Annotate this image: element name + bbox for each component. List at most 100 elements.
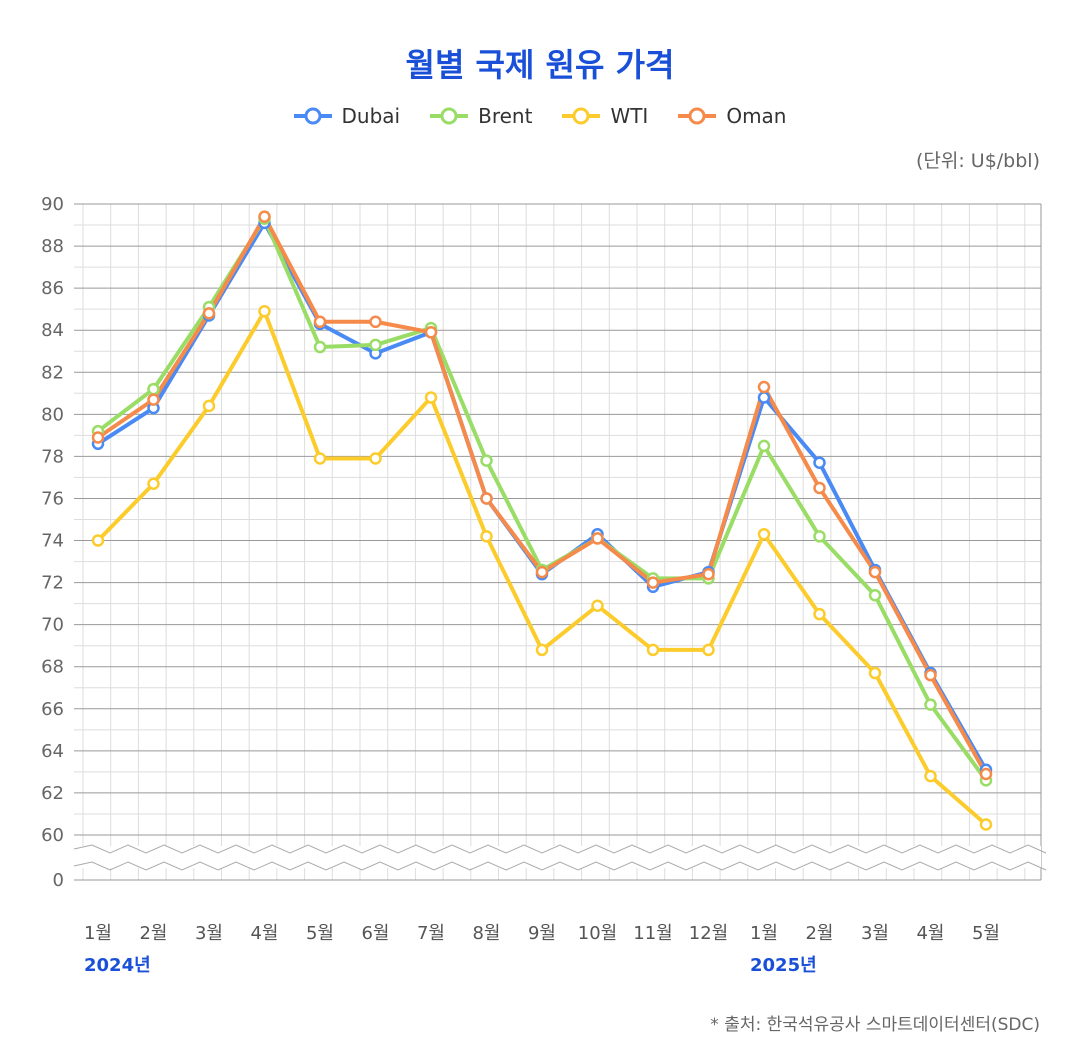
y-tick-label: 86	[41, 278, 64, 299]
legend-item-brent[interactable]: Brent	[430, 104, 532, 128]
legend-marker-brent	[430, 107, 469, 125]
legend-label-wti: WTI	[610, 104, 649, 128]
x-tick-label: 2월	[805, 923, 833, 944]
data-point-brent	[813, 530, 826, 543]
x-tick-label: 1월	[750, 923, 778, 944]
data-point-oman	[369, 315, 382, 329]
x-tick-label: 3월	[195, 923, 223, 944]
data-point-wti	[535, 643, 549, 657]
data-point-oman	[535, 565, 549, 579]
data-point-wti	[757, 527, 771, 541]
y-tick-label: 68	[41, 657, 64, 678]
y-tick-label: 80	[41, 404, 64, 425]
x-tick-label: 5월	[972, 923, 1000, 944]
year-label: 2024년	[84, 955, 151, 976]
data-point-brent	[924, 698, 937, 711]
data-point-brent	[480, 454, 493, 467]
axis-break-line	[73, 861, 1047, 871]
data-point-oman	[202, 307, 216, 320]
y-tick-label: 72	[41, 573, 64, 594]
data-point-wti	[868, 666, 882, 680]
legend-marker-dubai	[293, 107, 332, 125]
data-point-wti	[979, 818, 993, 831]
legend-item-wti[interactable]: WTI	[562, 104, 648, 128]
y-tick-label: 70	[41, 615, 64, 636]
data-point-oman	[813, 481, 826, 495]
chart-series	[91, 210, 993, 831]
data-point-wti	[258, 305, 271, 318]
x-tick-label: 8월	[472, 923, 500, 944]
x-tick-label: 6월	[361, 923, 389, 944]
data-point-oman	[924, 668, 937, 682]
x-tick-label: 12월	[689, 923, 728, 944]
data-point-wti	[424, 391, 438, 404]
data-point-oman	[646, 576, 660, 589]
source-note: * 출처: 한국석유공사 스마트데이터센터(SDC)	[710, 1015, 1040, 1035]
series-line-brent	[96, 216, 988, 783]
y-tick-label: 66	[41, 699, 64, 720]
data-point-oman	[91, 431, 105, 444]
data-point-wti	[646, 643, 660, 657]
data-point-brent	[147, 382, 160, 396]
y-tick-label: 76	[41, 488, 64, 509]
axis-break	[73, 844, 1047, 871]
data-point-oman	[424, 326, 438, 339]
x-tick-label: 4월	[916, 923, 944, 944]
data-point-wti	[369, 452, 382, 465]
data-point-wti	[702, 643, 715, 657]
y-tick-label: 60	[41, 825, 64, 846]
legend: Dubai Brent WTI Oman	[0, 104, 1080, 128]
data-point-brent	[868, 588, 882, 602]
x-tick-label: 3월	[861, 923, 889, 944]
y-tick-label: 82	[41, 362, 64, 383]
data-point-oman	[480, 492, 493, 505]
chart-grid	[74, 203, 1042, 881]
y-tick-label: 74	[41, 531, 64, 552]
data-point-wti	[202, 399, 216, 413]
unit-label: (단위: U$/bbl)	[915, 150, 1040, 172]
data-point-oman	[591, 532, 604, 545]
data-point-wti	[147, 477, 160, 490]
data-point-dubai	[757, 391, 771, 404]
data-point-oman	[979, 767, 993, 781]
data-point-oman	[147, 393, 160, 406]
axis-break-line	[73, 844, 1047, 854]
year-label: 2025년	[750, 955, 817, 976]
y-tick-label: 64	[41, 741, 64, 762]
x-tick-label: 4월	[250, 923, 278, 944]
legend-label-brent: Brent	[478, 104, 533, 128]
x-tick-label: 5월	[306, 923, 334, 944]
data-point-dubai	[813, 456, 826, 469]
chart-title: 월별 국제 원유 가격	[405, 46, 675, 84]
y-tick-label: 0	[53, 870, 64, 891]
data-point-wti	[924, 769, 937, 783]
x-tick-label: 2월	[139, 923, 167, 944]
legend-label-oman: Oman	[726, 104, 787, 128]
data-point-wti	[591, 599, 604, 612]
y-tick-label: 78	[41, 446, 64, 467]
x-tick-label: 10월	[578, 923, 617, 944]
data-point-oman	[258, 210, 271, 223]
legend-marker-wti	[562, 107, 601, 125]
data-point-brent	[369, 338, 382, 352]
data-point-oman	[868, 565, 882, 579]
data-point-oman	[757, 380, 771, 394]
data-point-brent	[313, 340, 327, 354]
data-point-brent	[757, 439, 771, 453]
legend-label-dubai: Dubai	[341, 104, 401, 128]
data-point-wti	[813, 607, 826, 621]
x-axis-ticks: 1월 2월 3월 4월 5월 6월 7월 8월 9월 10월 11월 12월 1월 2월 3월 4월 5월 202…	[84, 923, 1000, 976]
x-tick-label: 7월	[417, 923, 445, 944]
legend-item-dubai[interactable]: Dubai	[293, 104, 401, 128]
legend-item-oman[interactable]: Oman	[678, 104, 786, 128]
y-tick-label: 62	[41, 783, 64, 804]
data-point-wti	[91, 534, 105, 547]
data-point-wti	[313, 452, 327, 465]
x-tick-label: 11월	[633, 923, 672, 944]
legend-marker-oman	[678, 107, 717, 125]
data-point-oman	[313, 315, 327, 329]
data-point-wti	[480, 530, 493, 543]
y-tick-label: 90	[41, 194, 64, 215]
x-tick-label: 9월	[528, 923, 556, 944]
